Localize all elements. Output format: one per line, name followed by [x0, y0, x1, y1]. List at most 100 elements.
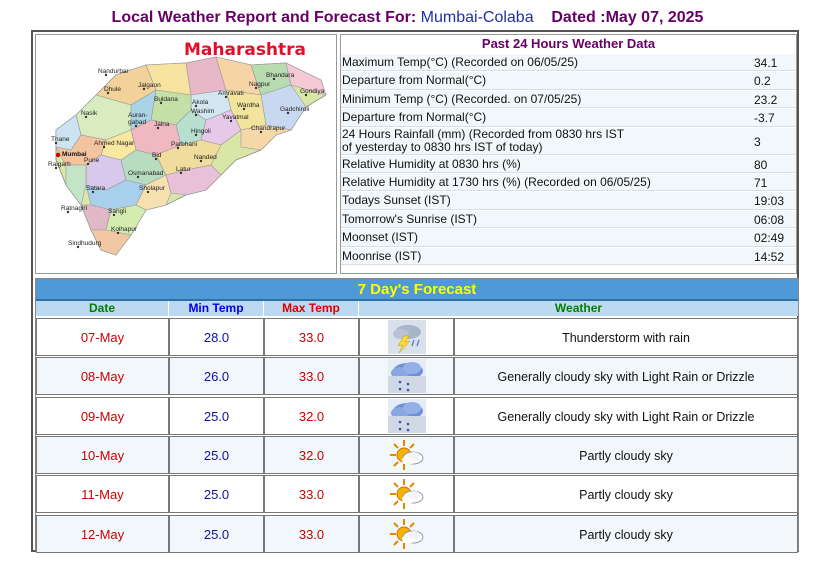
past-row-rainfall: 24 Hours Rainfall (mm) (Recorded from 08… [341, 126, 796, 155]
row-label: Relative Humidity at 1730 hrs (%) (Recor… [342, 174, 651, 189]
title-prefix: Local Weather Report and Forecast For: [111, 9, 417, 26]
svg-text:Satara: Satara [86, 185, 106, 192]
forecast-row: 07-May 28.0 33.0 Thunderstorm with rain [36, 318, 798, 356]
row-label: Moonrise (IST) [342, 248, 422, 263]
row-value: 14:52 [754, 249, 785, 264]
row-value: 3 [754, 134, 761, 149]
svg-text:Sholapur: Sholapur [139, 185, 166, 192]
forecast-date: 11-May [36, 475, 169, 514]
svg-text:Amravati: Amravati [218, 90, 244, 97]
svg-text:Bhandara: Bhandara [266, 72, 295, 79]
svg-text:Latur: Latur [176, 166, 192, 173]
svg-text:Parbhani: Parbhani [171, 141, 197, 148]
svg-text:Nasik: Nasik [81, 110, 98, 117]
forecast-min-temp: 25.0 [169, 514, 264, 553]
row-value: 34.1 [754, 56, 778, 70]
state-map: Maharashtra [35, 34, 337, 274]
svg-text:Jalna: Jalna [154, 121, 170, 128]
row-value: 23.2 [754, 92, 778, 107]
svg-text:Ahmed Nagar: Ahmed Nagar [94, 140, 135, 147]
row-value: 71 [754, 175, 768, 190]
svg-text:Ratnagiri: Ratnagiri [61, 205, 87, 212]
svg-text:Thane: Thane [51, 136, 70, 143]
forecast-row: 12-May 25.0 33.0 Partly cloudy sky [36, 514, 798, 553]
forecast-weather: Thunderstorm with rain [454, 318, 798, 356]
past-row-rh-0830: Relative Humidity at 0830 hrs (%) 80 [341, 154, 796, 173]
svg-text:Nanded: Nanded [194, 154, 217, 161]
svg-text:Dhule: Dhule [104, 86, 121, 93]
svg-text:Osmanabad: Osmanabad [128, 170, 164, 177]
row-value: 80 [754, 157, 768, 172]
cloud-drizzle-icon [359, 396, 454, 435]
forecast-weather: Partly cloudy sky [454, 475, 798, 514]
past-row-sunrise: Tomorrow's Sunrise (IST) 06:08 [341, 209, 796, 229]
row-label: 24 Hours Rainfall (mm) (Recorded from 08… [342, 126, 625, 154]
forecast-max-temp: 32.0 [264, 396, 359, 435]
col-header-date: Date [36, 301, 169, 316]
map-title: Maharashtra [184, 40, 307, 60]
page-title: Local Weather Report and Forecast For: M… [0, 9, 815, 27]
svg-text:Gondiya: Gondiya [300, 88, 325, 95]
row-value: 02:49 [754, 231, 785, 246]
row-value: 06:08 [754, 212, 785, 227]
svg-text:Washim: Washim [191, 108, 214, 115]
forecast-row: 09-May 25.0 32.0 Generally cloudy sky with … [36, 396, 798, 435]
forecast-weather: Generally cloudy sky with Light Rain or … [454, 357, 798, 396]
forecast-date: 08-May [36, 357, 169, 396]
row-value: 0.2 [754, 74, 771, 89]
report-date: Dated :May 07, 2025 [551, 9, 704, 26]
past-24h-heading: Past 24 Hours Weather Data [481, 36, 656, 51]
forecast-max-temp: 33.0 [264, 514, 359, 553]
svg-text:Wardha: Wardha [237, 102, 260, 109]
past-row-moonrise: Moonrise (IST) 14:52 [341, 246, 796, 265]
partly-cloudy-icon [359, 475, 454, 514]
row-label: Minimum Temp (°C) (Recorded. on 07/05/25… [342, 91, 582, 106]
svg-text:Bid: Bid [152, 152, 162, 159]
svg-text:Auran-: Auran- [128, 112, 148, 119]
forecast-row: 11-May 25.0 33.0 Partly cloudy sky [36, 475, 798, 514]
partly-cloudy-icon [359, 514, 454, 553]
row-label: Todays Sunset (IST) [342, 193, 451, 208]
past-row-min-departure: Departure from Normal(°C) -3.7 [341, 108, 796, 127]
svg-text:Hingoli: Hingoli [191, 128, 211, 135]
cloud-drizzle-icon [359, 357, 454, 396]
col-header-weather: Weather [359, 301, 798, 316]
past-24h-panel: Past 24 Hours Weather Data Maximum Temp(… [340, 34, 797, 274]
maharashtra-map-icon: Nandurbar Bhandara Dhule Jalgaon Nagpur … [48, 56, 327, 256]
thunderstorm-icon [359, 318, 454, 356]
svg-text:Nandurbar: Nandurbar [98, 68, 130, 75]
forecast-date: 09-May [36, 396, 169, 435]
row-label: Departure from Normal(°C) [342, 110, 487, 125]
svg-text:Yavatmal: Yavatmal [222, 114, 249, 121]
svg-text:Jalgaon: Jalgaon [138, 82, 161, 89]
col-header-max-temp: Max Temp [264, 301, 359, 316]
row-value: -3.7 [754, 111, 775, 126]
past-row-rh-1730: Relative Humidity at 1730 hrs (%) (Recor… [341, 172, 796, 192]
forecast-row: 10-May 25.0 32.0 Partly cloudy sky [36, 435, 798, 474]
row-label: Relative Humidity at 0830 hrs (%) [342, 156, 521, 171]
svg-text:Mumbai: Mumbai [62, 151, 87, 158]
col-header-min-temp: Min Temp [169, 301, 264, 316]
svg-text:gabad: gabad [128, 119, 146, 126]
row-label: Tomorrow's Sunrise (IST) [342, 211, 477, 226]
forecast-date: 07-May [36, 318, 169, 356]
past-row-max-temp: Maximum Temp(°C) (Recorded on 06/05/25) 3… [341, 53, 796, 72]
svg-text:Gadchiroli: Gadchiroli [280, 106, 309, 113]
svg-text:Sangli: Sangli [108, 208, 126, 215]
forecast-min-temp: 25.0 [169, 396, 264, 435]
forecast-max-temp: 33.0 [264, 357, 359, 396]
forecast-heading: 7 Day's Forecast [36, 279, 798, 301]
past-row-max-departure: Departure from Normal(°C) 0.2 [341, 71, 796, 90]
past-row-sunset: Todays Sunset (IST) 19:03 [341, 191, 796, 210]
forecast-max-temp: 33.0 [264, 318, 359, 356]
svg-text:Pune: Pune [84, 157, 100, 164]
forecast-min-temp: 28.0 [169, 318, 264, 356]
past-row-moonset: Moonset (IST) 02:49 [341, 228, 796, 247]
forecast-min-temp: 25.0 [169, 475, 264, 514]
past-row-min-temp: Minimum Temp (°C) (Recorded. on 07/05/25… [341, 89, 796, 109]
svg-text:Akola: Akola [192, 99, 209, 106]
svg-text:Kolhapur: Kolhapur [111, 226, 138, 233]
row-value: 19:03 [754, 194, 785, 209]
row-label: Maximum Temp(°C) (Recorded on 06/05/25) [342, 55, 579, 69]
svg-text:Chandrapur: Chandrapur [251, 125, 286, 132]
